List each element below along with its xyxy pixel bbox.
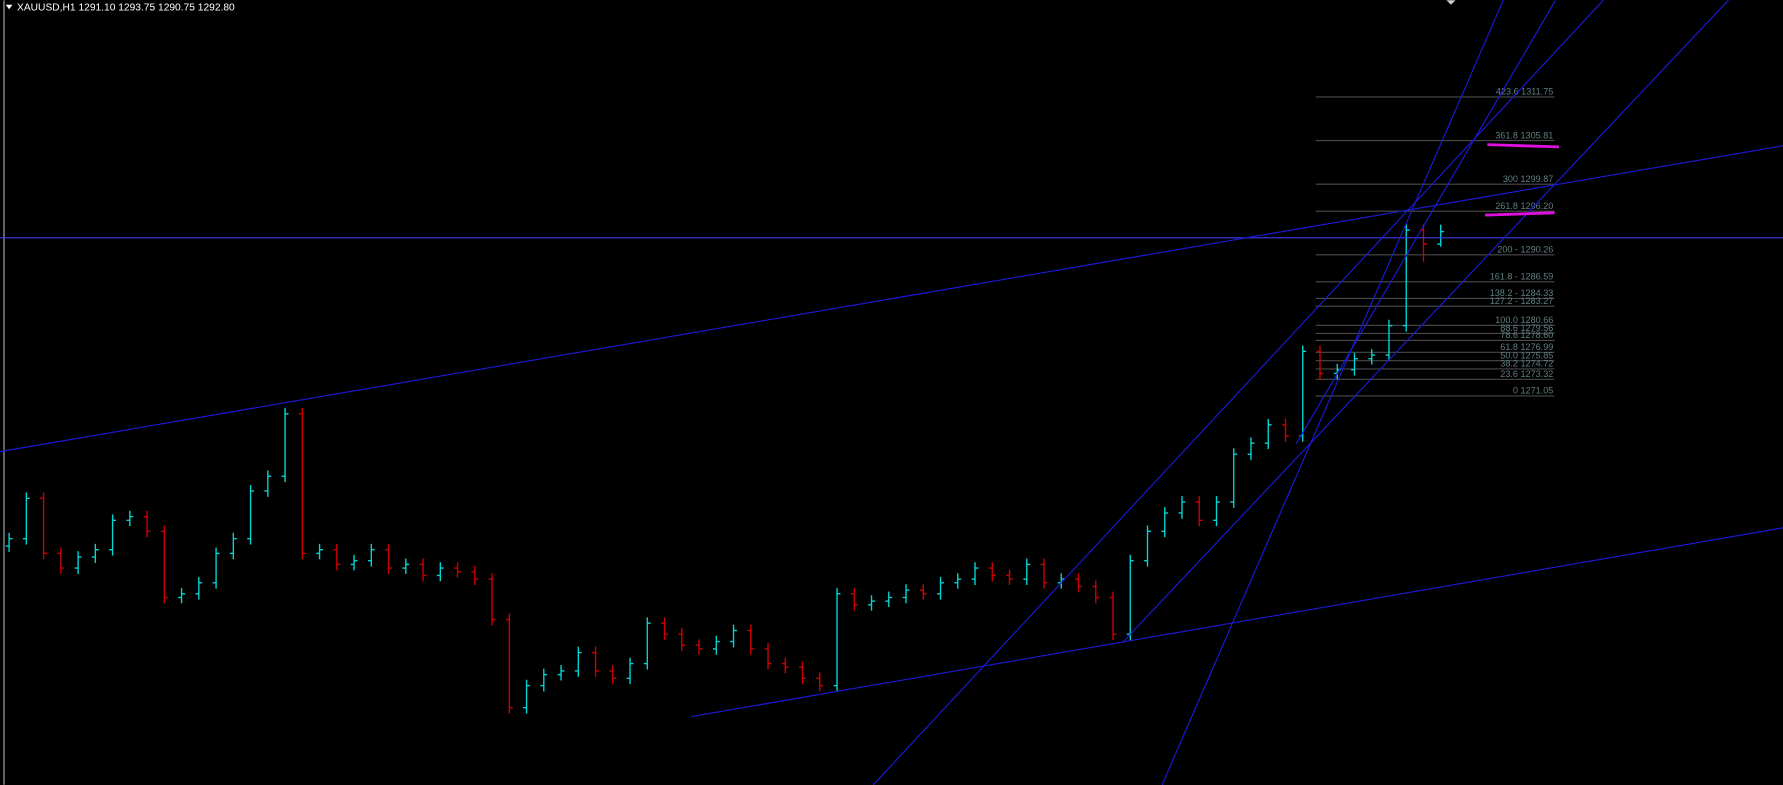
trendline [1295, 0, 1557, 444]
bars-group [5, 224, 1445, 714]
fibo-label: 138.2 - 1284.33 [1490, 288, 1554, 298]
highlight [1485, 211, 1555, 217]
fibonacci-group: 423.6 1311.75 361.8 1305.81 300 1299.87 261… [1315, 87, 1555, 397]
trendline [0, 145, 1783, 453]
fibo-label: 300 1299.87 [1503, 174, 1553, 184]
trendline [1121, 0, 1729, 644]
fibo-label: 127.2 - 1283.27 [1490, 296, 1554, 306]
fibo-label: 78.6 1278.60 [1500, 330, 1553, 340]
symbol: XAUUSD,H1 [17, 2, 76, 13]
highlight [1487, 143, 1560, 149]
trendline [872, 0, 1604, 785]
fibo-label: 200 - 1290.26 [1497, 245, 1553, 255]
menu-arrow[interactable] [5, 4, 13, 10]
fibo-label: 261.8 1296.20 [1495, 201, 1553, 211]
fibo-label: 361.8 1305.81 [1495, 130, 1553, 140]
trendline [691, 527, 1783, 718]
fibo-label: 23.6 1273.32 [1500, 369, 1553, 379]
fibo-label: 0 1271.05 [1513, 386, 1553, 396]
fibo-label: 161.8 - 1286.59 [1490, 272, 1554, 282]
fibo-label: 88.6 1279.56 [1500, 323, 1553, 333]
fibo-label: 38.2 1274.72 [1500, 359, 1553, 369]
fibo-label: 100.0 1280.66 [1495, 315, 1553, 325]
fibo-label: 50.0 1275.85 [1500, 350, 1553, 360]
trendline [1161, 0, 1504, 785]
fibo-label: 423.6 1311.75 [1496, 87, 1553, 97]
fibo-label: 61.8 1276.99 [1500, 342, 1553, 352]
shift-marker[interactable] [1446, 0, 1456, 5]
quote: 1291.10 1293.75 1290.75 1292.80 [78, 2, 235, 13]
